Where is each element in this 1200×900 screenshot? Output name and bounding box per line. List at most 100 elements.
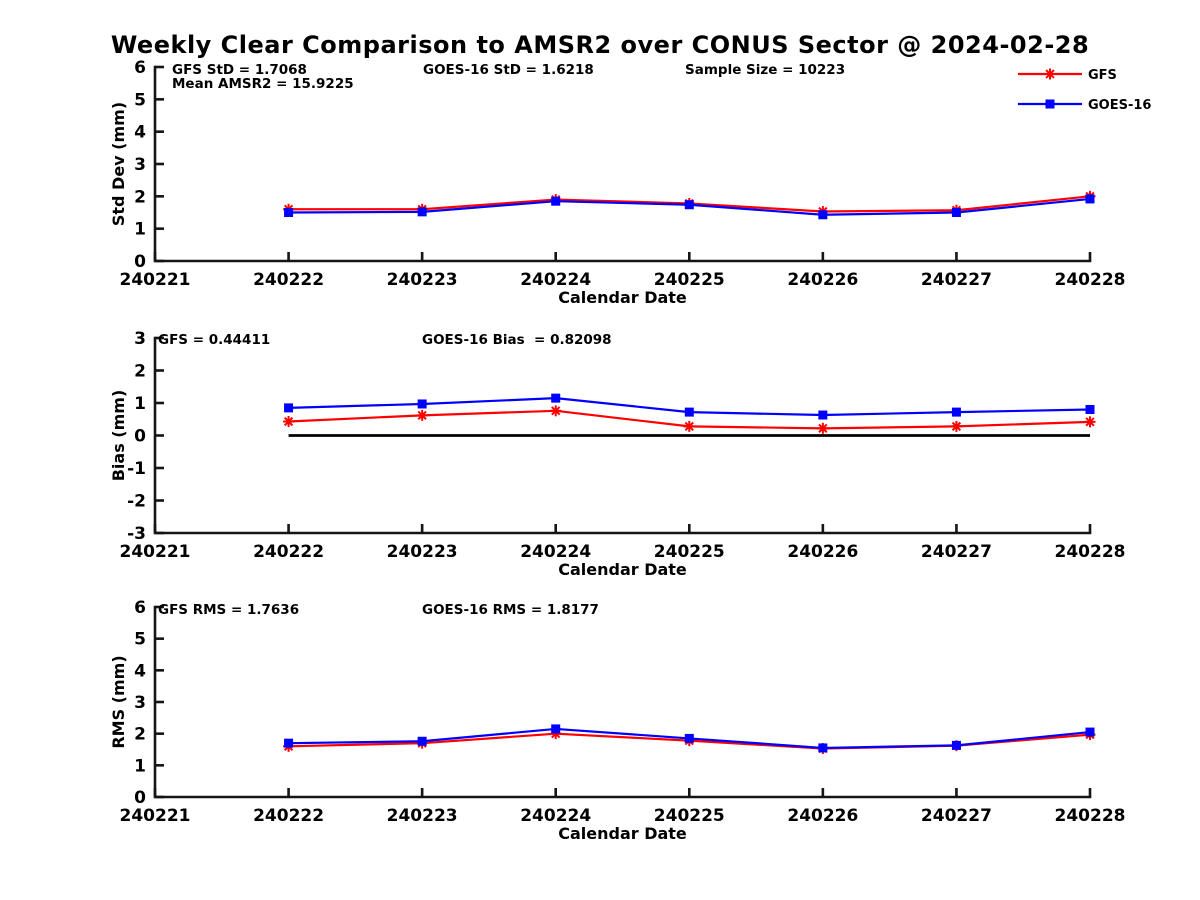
x-tick-label: 240227 <box>921 542 992 562</box>
annotation-std-dev-mm-0: GFS StD = 1.7068 <box>172 62 307 78</box>
series-goes-16-marker <box>284 738 294 748</box>
y-axis-label: Bias (mm) <box>109 390 128 482</box>
x-tick-label: 240227 <box>921 806 992 826</box>
series-goes-16-marker <box>417 736 427 746</box>
x-tick-label: 240228 <box>1055 806 1126 826</box>
y-axis-label: Std Dev (mm) <box>109 102 128 226</box>
y-tick-label: 3 <box>134 329 146 349</box>
axis-frame <box>153 65 1092 263</box>
legend-label-gfs: GFS <box>1088 68 1117 83</box>
x-tick-label: 240224 <box>520 542 591 562</box>
x-tick-label: 240222 <box>253 542 324 562</box>
x-tick-label: 240228 <box>1055 270 1126 290</box>
series-gfs-marker <box>416 409 428 421</box>
series-gfs-marker <box>1084 416 1096 428</box>
series-goes-16-marker <box>417 207 427 217</box>
y-tick-label: 0 <box>134 427 146 447</box>
y-axis-label: RMS (mm) <box>109 655 128 748</box>
y-tick-label: 3 <box>134 155 146 175</box>
series-goes-16-marker <box>551 724 561 734</box>
gfs-legend-marker-icon <box>1044 68 1056 80</box>
chart-title: Weekly Clear Comparison to AMSR2 over CO… <box>110 31 1090 59</box>
goes-16-legend-marker-icon <box>1045 99 1055 109</box>
x-tick-label: 240222 <box>253 806 324 826</box>
subplot-bias-mm: -3 -2 -1 0 1 2 3 240221 240222 240223 240224 240225… <box>109 329 1125 579</box>
annotation-bias-mm-0: GFS = 0.44411 <box>158 332 270 348</box>
x-tick-label: 240225 <box>654 806 725 826</box>
x-tick-label: 240226 <box>787 806 858 826</box>
legend-label-goes-16: GOES-16 <box>1088 98 1151 113</box>
subplot-std-dev-mm: 0 1 2 3 4 5 6 240221 240222 240223 240224 240225 240… <box>109 58 1125 307</box>
x-tick-label: 240226 <box>787 542 858 562</box>
annotation-rms-mm-1: GOES-16 RMS = 1.8177 <box>422 602 599 618</box>
series-goes-16-marker <box>551 196 561 206</box>
series-goes-16-marker <box>284 208 294 217</box>
x-tick-label: 240223 <box>387 270 458 290</box>
y-tick-label: 1 <box>134 394 146 414</box>
annotation-rms-mm-0: GFS RMS = 1.7636 <box>158 602 299 618</box>
y-tick-label: 4 <box>134 123 146 143</box>
y-tick-label: 4 <box>134 661 146 681</box>
x-tick-label: 240221 <box>120 270 191 290</box>
x-tick-label: 240226 <box>787 270 858 290</box>
series-goes-16-marker <box>1085 727 1095 737</box>
y-tick-label: 3 <box>134 693 146 713</box>
x-axis-label: Calendar Date <box>558 560 687 579</box>
series-goes-16-marker <box>818 210 828 220</box>
x-tick-label: 240224 <box>520 806 591 826</box>
y-tick-label: 2 <box>134 187 146 207</box>
y-tick-label: 6 <box>134 598 146 618</box>
annotation-std-dev-mm-3: Mean AMSR2 = 15.9225 <box>172 76 354 92</box>
x-tick-label: 240223 <box>387 542 458 562</box>
y-tick-label: 0 <box>134 788 146 808</box>
y-tick-label: -1 <box>127 459 146 479</box>
y-tick-label: 0 <box>134 252 146 272</box>
y-tick-label: 1 <box>134 220 146 240</box>
x-tick-label: 240221 <box>120 542 191 562</box>
axis-frame <box>153 605 1092 799</box>
series-goes-16-marker <box>684 733 694 743</box>
x-axis-label: Calendar Date <box>558 824 687 843</box>
y-tick-label: -2 <box>127 492 146 512</box>
x-tick-label: 240223 <box>387 806 458 826</box>
x-tick-label: 240228 <box>1055 542 1126 562</box>
series-goes-16-marker <box>1085 194 1095 204</box>
x-tick-label: 240224 <box>520 270 591 290</box>
y-tick-label: 2 <box>134 362 146 382</box>
series-goes-16-marker <box>818 743 828 753</box>
series-gfs-marker <box>817 422 829 434</box>
series-goes-16-marker <box>417 399 427 409</box>
series-goes-16-marker <box>1085 405 1095 414</box>
series-goes-16-marker <box>818 410 828 420</box>
series-gfs-marker <box>283 416 295 428</box>
series-gfs-marker <box>550 405 562 417</box>
y-tick-label: 5 <box>134 630 146 650</box>
x-tick-label: 240227 <box>921 270 992 290</box>
legend-item-goes-16: GOES-16 <box>1018 98 1151 113</box>
series-goes-16-marker <box>284 403 294 413</box>
y-tick-label: 5 <box>134 90 146 110</box>
series-gfs-marker <box>950 420 962 432</box>
y-tick-label: 6 <box>134 58 146 78</box>
y-tick-label: 2 <box>134 725 146 745</box>
series-goes-16-marker <box>684 200 694 210</box>
x-tick-label: 240225 <box>654 270 725 290</box>
y-tick-label: 1 <box>134 756 146 776</box>
series-gfs-marker <box>683 420 695 432</box>
series-goes-16-marker <box>684 407 694 417</box>
series-goes-16-marker <box>951 208 961 217</box>
annotation-std-dev-mm-1: GOES-16 StD = 1.6218 <box>423 62 594 78</box>
x-tick-label: 240221 <box>120 806 191 826</box>
legend: GFS GOES-16 <box>1018 68 1151 113</box>
annotation-bias-mm-1: GOES-16 Bias = 0.82098 <box>422 332 612 348</box>
x-tick-label: 240222 <box>253 270 324 290</box>
legend-item-gfs: GFS <box>1018 68 1117 83</box>
x-axis-label: Calendar Date <box>558 288 687 307</box>
annotation-std-dev-mm-2: Sample Size = 10223 <box>685 62 845 78</box>
subplot-rms-mm: 0 1 2 3 4 5 6 240221 240222 240223 240224 240225 240… <box>109 598 1125 843</box>
series-goes-16-marker <box>951 407 961 417</box>
series-goes-16-marker <box>951 740 961 750</box>
x-tick-label: 240225 <box>654 542 725 562</box>
